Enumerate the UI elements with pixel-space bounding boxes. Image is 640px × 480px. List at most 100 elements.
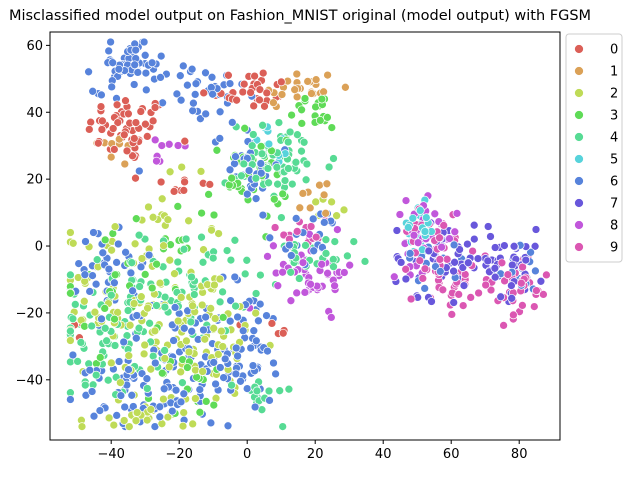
data-point-class-7	[483, 256, 493, 266]
data-point-class-2	[157, 194, 167, 204]
data-point-class-8	[333, 225, 342, 234]
data-point-class-4	[284, 164, 293, 173]
data-point-class-4	[181, 234, 191, 244]
data-point-class-1	[277, 90, 287, 99]
x-tick-label: 20	[307, 447, 324, 462]
data-point-class-8	[269, 241, 278, 251]
data-point-class-6	[120, 402, 130, 412]
data-point-class-4	[275, 386, 285, 396]
data-point-class-4	[283, 137, 293, 147]
data-point-class-8	[452, 209, 462, 218]
data-point-class-4	[66, 326, 75, 336]
data-point-class-2	[160, 354, 170, 363]
data-point-class-8	[292, 288, 302, 298]
data-point-class-6	[95, 406, 105, 415]
data-point-class-0	[199, 88, 209, 98]
data-point-class-3	[173, 202, 183, 211]
data-point-class-2	[210, 280, 219, 290]
data-point-class-0	[262, 88, 272, 98]
data-point-class-4	[226, 255, 236, 265]
data-point-class-9	[529, 302, 539, 311]
data-point-class-4	[91, 370, 101, 380]
data-point-class-6	[195, 385, 205, 394]
data-point-class-6	[88, 86, 98, 96]
data-point-class-2	[77, 422, 87, 431]
data-point-class-4	[294, 274, 304, 283]
data-point-class-0	[205, 180, 215, 189]
data-point-class-9	[420, 264, 430, 274]
data-point-class-4	[66, 270, 75, 280]
data-point-class-4	[239, 159, 249, 169]
data-point-class-8	[273, 281, 283, 291]
data-point-class-7	[490, 263, 500, 273]
data-point-class-4	[198, 257, 208, 267]
data-point-class-2	[130, 239, 140, 249]
data-point-class-8	[157, 141, 167, 150]
axes-frame	[49, 31, 561, 441]
data-point-class-6	[233, 312, 242, 322]
data-point-class-4	[134, 230, 144, 240]
data-point-class-7	[459, 281, 469, 290]
data-point-class-5	[403, 223, 413, 232]
data-point-class-4	[330, 237, 340, 246]
data-point-class-8	[300, 288, 310, 297]
data-point-class-7	[450, 257, 459, 267]
data-point-class-0	[150, 103, 160, 112]
data-point-class-3	[195, 407, 205, 417]
data-point-class-2	[148, 212, 158, 222]
data-point-class-6	[250, 402, 260, 412]
data-point-class-9	[439, 221, 449, 230]
data-point-class-6	[191, 79, 201, 89]
data-point-class-6	[131, 333, 141, 343]
data-point-class-2	[163, 215, 173, 225]
data-point-class-2	[188, 419, 198, 429]
data-point-class-4	[274, 118, 284, 127]
data-point-class-9	[497, 258, 507, 268]
data-point-class-0	[84, 125, 94, 134]
data-point-class-6	[171, 385, 181, 395]
data-point-class-4	[280, 176, 290, 185]
data-point-class-4	[252, 386, 262, 396]
data-point-class-6	[256, 168, 266, 178]
data-point-class-2	[106, 358, 116, 368]
data-point-class-0	[224, 70, 233, 80]
data-point-class-7	[507, 293, 517, 303]
data-point-class-2	[200, 334, 210, 344]
data-point-class-6	[176, 397, 186, 407]
data-point-class-4	[197, 232, 206, 242]
data-point-class-2	[150, 326, 160, 336]
data-point-class-6	[155, 402, 165, 412]
data-point-class-2	[137, 254, 147, 263]
data-point-class-1	[269, 98, 278, 108]
data-point-class-9	[306, 222, 316, 231]
data-point-class-1	[292, 92, 302, 102]
data-point-class-6	[121, 247, 130, 257]
data-point-class-1	[341, 82, 350, 92]
data-point-class-9	[442, 254, 452, 264]
data-point-class-2	[110, 222, 120, 232]
data-point-class-4	[142, 384, 152, 393]
y-tick-label: 20	[26, 173, 43, 188]
data-point-class-2	[109, 420, 119, 430]
data-point-class-2	[119, 416, 129, 425]
data-point-class-6	[114, 64, 124, 74]
data-point-class-7	[458, 263, 468, 272]
data-point-class-6	[211, 379, 220, 389]
data-point-class-3	[204, 190, 213, 199]
data-point-class-0	[124, 109, 133, 119]
data-point-class-3	[227, 173, 237, 183]
data-point-class-2	[144, 202, 153, 212]
data-point-class-2	[339, 205, 349, 215]
data-point-class-4	[264, 178, 273, 188]
legend-label-3: 3	[610, 109, 618, 124]
data-point-class-4	[257, 149, 267, 159]
axis-ticks: −40 −20 0 20 40 60 80 −40 −20 0 20 40 60	[16, 39, 528, 462]
data-point-class-4	[179, 244, 189, 254]
data-point-class-9	[481, 280, 491, 290]
data-point-class-4	[343, 251, 352, 261]
data-point-class-6	[265, 233, 275, 243]
data-point-class-0	[179, 186, 189, 195]
x-tick-label: 60	[443, 447, 460, 462]
data-point-class-6	[155, 412, 165, 422]
data-point-class-6	[308, 214, 318, 224]
